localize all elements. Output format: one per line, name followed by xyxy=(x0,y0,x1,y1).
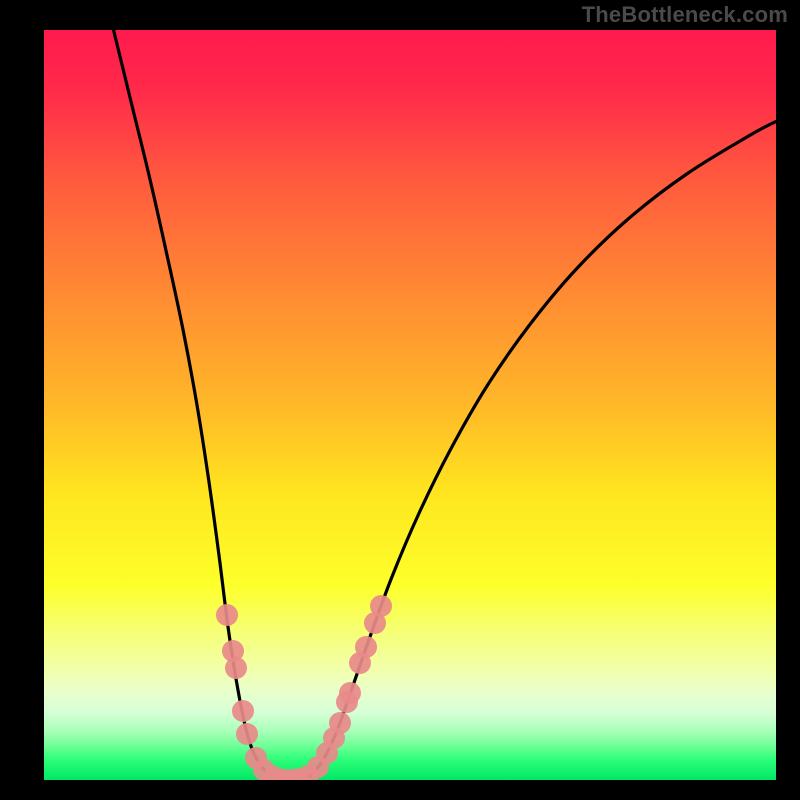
curve-marker xyxy=(370,595,392,617)
curve-marker xyxy=(232,700,254,722)
watermark-text: TheBottleneck.com xyxy=(582,2,788,28)
curve-marker xyxy=(339,682,361,704)
plot-area xyxy=(44,30,776,780)
curve-marker xyxy=(355,636,377,658)
curve-marker xyxy=(236,723,258,745)
gradient-background xyxy=(44,30,776,780)
curve-marker xyxy=(216,604,238,626)
frame-left xyxy=(0,0,44,800)
curve-marker xyxy=(225,657,247,679)
curve-marker xyxy=(329,712,351,734)
frame-bottom xyxy=(0,780,800,800)
frame-right xyxy=(776,0,800,800)
